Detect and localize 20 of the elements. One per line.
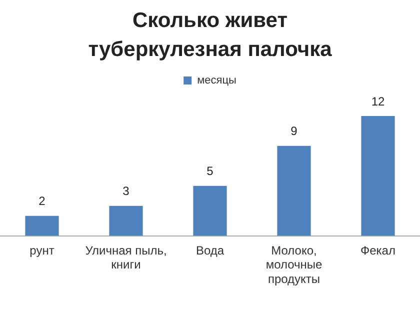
data-label: 5 bbox=[206, 164, 214, 178]
bar bbox=[193, 186, 227, 236]
bar bbox=[361, 116, 395, 236]
data-label: 12 bbox=[371, 94, 385, 108]
bar bbox=[25, 216, 59, 236]
x-tick-label: Вода bbox=[196, 243, 224, 258]
category-label: Уличная пыль, bbox=[85, 243, 167, 258]
category-label: молочные bbox=[266, 257, 322, 272]
bar bbox=[277, 146, 311, 236]
chart-title: Сколько живет туберкулезная палочка bbox=[87, 8, 333, 64]
category-label: Молоко, bbox=[271, 243, 317, 258]
bar bbox=[109, 206, 143, 236]
legend-label: месяцы bbox=[197, 74, 237, 86]
x-tick-label: рунт bbox=[30, 243, 55, 258]
x-tick-label: Фекал bbox=[360, 243, 396, 258]
category-label: книги bbox=[111, 257, 141, 272]
data-label: 3 bbox=[122, 184, 130, 198]
category-label: продукты bbox=[268, 272, 320, 286]
data-label: 2 bbox=[38, 194, 46, 208]
data-label: 9 bbox=[290, 124, 298, 138]
